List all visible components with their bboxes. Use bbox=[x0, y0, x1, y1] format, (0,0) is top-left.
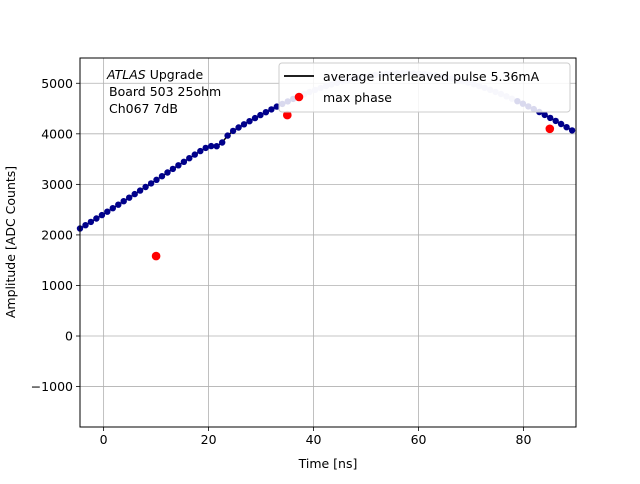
pulse-point bbox=[191, 151, 198, 158]
pulse-point bbox=[268, 106, 275, 113]
pulse-point bbox=[547, 114, 554, 122]
max-phase-point bbox=[151, 251, 161, 261]
legend-box bbox=[278, 62, 571, 113]
pulse-point bbox=[568, 127, 576, 134]
pulse-point bbox=[197, 147, 204, 155]
pulse-point bbox=[262, 109, 270, 116]
y-tick-label: 0 bbox=[65, 329, 73, 344]
x-axis-label: Time [ns] bbox=[298, 456, 358, 471]
pulse-point bbox=[131, 190, 138, 198]
pulse-point bbox=[213, 143, 220, 150]
pulse-point bbox=[104, 208, 111, 215]
pulse-point bbox=[136, 187, 144, 194]
max-phase-point bbox=[545, 124, 555, 134]
y-tick-label: 2000 bbox=[41, 227, 73, 242]
x-tick-label: 20 bbox=[201, 432, 217, 447]
max-phase-point bbox=[283, 110, 292, 120]
grid-lines bbox=[80, 58, 576, 427]
annotation-line: Board 503 25ohm bbox=[109, 84, 221, 99]
y-tick-label: 5000 bbox=[41, 76, 73, 91]
pulse-point bbox=[240, 121, 248, 128]
legend-label-max-phase: max phase bbox=[323, 90, 392, 105]
pulse-point bbox=[120, 198, 127, 205]
pulse-point bbox=[158, 173, 166, 180]
x-tick-label: 60 bbox=[411, 432, 427, 447]
pulse-point bbox=[147, 180, 155, 187]
pulse-point bbox=[87, 218, 95, 226]
pulse-point bbox=[229, 127, 237, 135]
pulse-point bbox=[175, 162, 182, 169]
annotation-line: Ch067 7dB bbox=[109, 101, 178, 116]
annotation: ATLAS Upgrade Board 503 25ohm Ch067 7dB bbox=[106, 67, 221, 116]
pulse-point bbox=[219, 139, 226, 146]
y-tick-label: 1000 bbox=[41, 278, 73, 293]
y-tick-label: 4000 bbox=[41, 126, 73, 141]
pulse-point bbox=[235, 124, 242, 131]
plot-frame bbox=[79, 57, 577, 428]
pulse-point bbox=[202, 144, 209, 152]
x-tick-label: 40 bbox=[306, 432, 322, 447]
pulse-point bbox=[251, 114, 259, 122]
pulse-point bbox=[153, 176, 160, 183]
pulse-point bbox=[142, 183, 149, 191]
pulse-point bbox=[82, 222, 89, 229]
y-ticks: −1000 0 1000 2000 3000 4000 5000 bbox=[31, 76, 80, 394]
x-tick-label: 0 bbox=[100, 432, 108, 447]
pulse-point bbox=[541, 111, 548, 119]
legend-label-pulse: average interleaved pulse 5.36mA bbox=[323, 69, 540, 84]
pulse-point bbox=[115, 201, 122, 208]
pulse-point bbox=[98, 211, 106, 219]
x-ticks: 0 20 40 60 80 bbox=[100, 427, 532, 447]
pulse-point bbox=[164, 169, 171, 176]
pulse-point bbox=[224, 132, 231, 139]
annotation-line: ATLAS Upgrade bbox=[106, 67, 203, 82]
pulse-point bbox=[552, 117, 559, 125]
pulse-point bbox=[273, 103, 280, 110]
pulse-point bbox=[563, 124, 570, 131]
max-phase-points bbox=[151, 110, 555, 261]
legend: average interleaved pulse 5.36mA max pha… bbox=[278, 62, 571, 113]
y-tick-label: −1000 bbox=[31, 379, 73, 394]
pulse-point bbox=[257, 111, 264, 119]
y-axis-label: Amplitude [ADC Counts] bbox=[3, 166, 18, 318]
x-tick-label: 80 bbox=[516, 432, 532, 447]
y-tick-label: 3000 bbox=[41, 177, 73, 192]
pulse-point bbox=[126, 194, 133, 201]
pulse-point bbox=[109, 205, 117, 212]
pulse-point bbox=[180, 158, 188, 165]
pulse-point bbox=[208, 142, 215, 150]
pulse-point bbox=[246, 118, 253, 125]
pulse-point bbox=[186, 155, 193, 162]
pulse-point bbox=[169, 165, 177, 173]
legend-marker-max-phase bbox=[294, 92, 304, 102]
pulse-point bbox=[93, 215, 100, 222]
pulse-point bbox=[557, 120, 565, 128]
